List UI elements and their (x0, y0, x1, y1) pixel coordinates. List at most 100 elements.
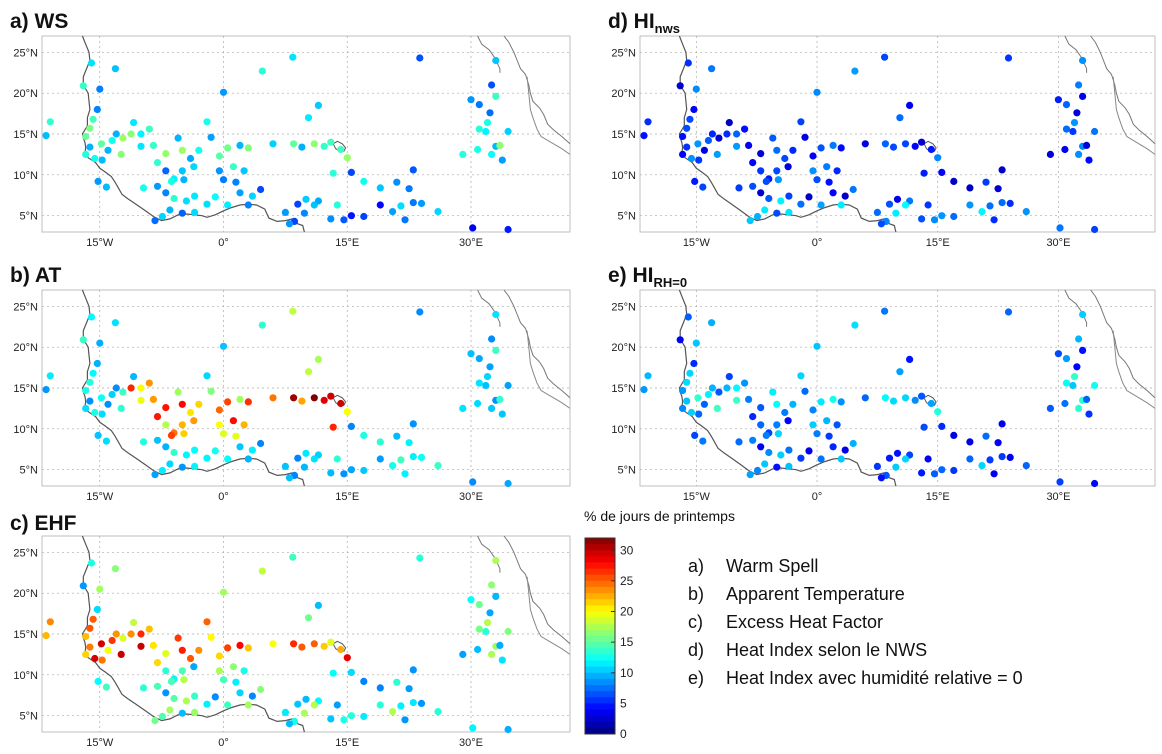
station-point (699, 183, 707, 191)
station-point (162, 650, 170, 658)
lat-tick-label: 15°N (611, 129, 636, 141)
station-point (474, 399, 482, 408)
colorbar-segment (585, 654, 615, 661)
station-point (881, 140, 889, 148)
station-point (829, 395, 837, 403)
station-point (749, 159, 757, 167)
colorbar-segment (585, 605, 615, 612)
station-point (119, 388, 127, 396)
station-point (877, 220, 885, 228)
station-point (401, 216, 409, 224)
station-point (1061, 399, 1069, 408)
station-point (762, 177, 770, 185)
station-point (950, 212, 958, 221)
station-point (918, 215, 926, 223)
station-point (300, 463, 308, 471)
station-point (1006, 199, 1014, 207)
station-point (504, 127, 512, 136)
map-panel-hi-rh0: 25°N 20°N 15°N 10°N 5°N 15°W 0° 15°E 30°E (611, 289, 1156, 503)
station-point (360, 712, 368, 721)
panel-title-a: a) WS (10, 10, 69, 33)
station-point (151, 471, 159, 479)
station-point (873, 208, 881, 216)
station-point (158, 466, 166, 475)
lon-tick-label: 15°E (335, 737, 359, 749)
station-point (901, 394, 910, 402)
station-point (813, 342, 821, 350)
station-point (285, 220, 294, 228)
colorbar-tick-label: 15 (620, 635, 634, 649)
station-point (813, 176, 821, 184)
station-point (676, 82, 684, 90)
station-point (46, 372, 54, 380)
station-point (745, 141, 753, 149)
station-point (713, 404, 721, 412)
station-point (785, 192, 793, 200)
station-point (203, 372, 211, 380)
station-point (735, 184, 743, 192)
colorbar-segment (585, 538, 615, 545)
station-point (809, 152, 817, 160)
station-point (96, 85, 104, 93)
station-point (873, 462, 881, 470)
lat-tick-label: 20°N (611, 88, 636, 100)
station-point (416, 308, 424, 316)
station-point (111, 65, 119, 73)
panel-title-d: d) HInws (608, 10, 680, 37)
station-point (1056, 224, 1064, 232)
nile-river (477, 535, 501, 573)
station-point (966, 184, 974, 192)
station-point (809, 421, 817, 429)
station-point (1062, 125, 1071, 133)
station-point (998, 166, 1006, 174)
station-point (467, 96, 475, 104)
lon-tick-label: 15°E (335, 237, 359, 249)
station-point (492, 556, 500, 565)
lat-tick-label: 5°N (20, 465, 39, 477)
station-point (475, 379, 483, 387)
station-point (258, 321, 266, 329)
station-point (893, 195, 902, 203)
station-point (149, 141, 157, 149)
station-point (797, 200, 805, 208)
colorbar-segment (585, 691, 615, 698)
station-point (166, 706, 174, 714)
station-point (781, 408, 789, 417)
station-point (640, 386, 648, 394)
station-point (849, 439, 857, 448)
station-point (733, 130, 741, 138)
lake-chad (923, 394, 937, 406)
colorbar-segment (585, 721, 615, 729)
station-point (733, 142, 741, 150)
station-point (644, 118, 652, 126)
station-point (892, 463, 900, 471)
station-point (823, 163, 831, 171)
station-point (434, 708, 442, 716)
station-point (300, 209, 308, 217)
station-point (885, 200, 894, 208)
station-point (998, 453, 1006, 461)
station-point (340, 216, 348, 224)
station-point (82, 404, 90, 412)
station-point (1091, 225, 1099, 234)
station-point (1069, 381, 1077, 390)
red-sea-coast (1090, 289, 1156, 399)
station-point (1079, 310, 1087, 319)
station-point (167, 677, 176, 685)
station-point (893, 449, 902, 457)
lon-tick-label: 15°E (926, 237, 950, 249)
lat-tick-label: 15°N (13, 629, 38, 641)
station-point (725, 119, 733, 127)
station-point (46, 618, 54, 626)
station-point (930, 216, 939, 224)
station-point (112, 130, 120, 138)
station-point (686, 369, 694, 377)
station-point (229, 663, 237, 671)
station-point (700, 146, 708, 154)
station-point (119, 134, 127, 142)
station-point (137, 142, 145, 150)
station-point (86, 643, 94, 651)
station-point (333, 201, 341, 209)
station-point (191, 708, 199, 716)
lat-tick-label: 5°N (618, 211, 637, 223)
